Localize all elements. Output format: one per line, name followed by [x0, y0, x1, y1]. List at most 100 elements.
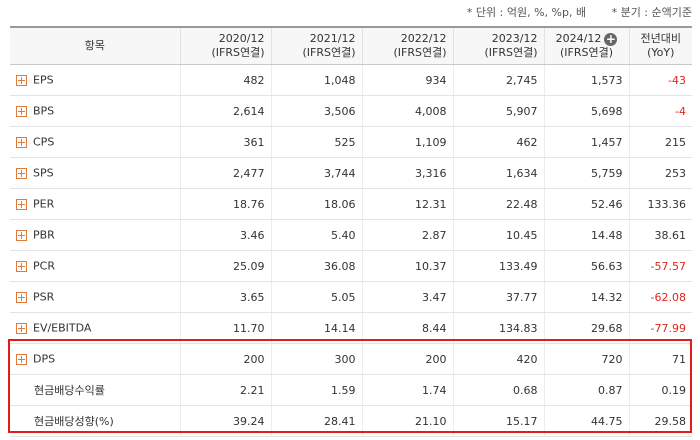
yoy-cell: 38.61 — [628, 219, 692, 251]
value-cell: 18.76 — [179, 188, 271, 220]
value-cell: 1,573 — [543, 64, 629, 96]
table-row: PCR 25.09 36.08 10.37 133.49 56.63 -57.57 — [10, 250, 692, 282]
value-cell: 44.75 — [543, 405, 629, 437]
row-label[interactable]: EV/EBITDA — [33, 321, 92, 335]
row-label[interactable]: CPS — [33, 135, 55, 149]
yoy-cell: -77.99 — [628, 312, 692, 344]
row-label[interactable]: SPS — [33, 166, 54, 180]
row-label[interactable]: BPS — [33, 104, 55, 118]
row-label[interactable]: PCR — [33, 259, 55, 273]
value-cell: 52.46 — [543, 188, 629, 220]
period-note: * 분기 : 순액기준 — [611, 6, 692, 19]
value-cell: 133.49 — [452, 250, 544, 282]
sub-row-label: 현금배당성향(%) — [10, 405, 180, 437]
row-label-cell: EV/EBITDA — [10, 312, 180, 344]
value-cell: 2.87 — [361, 219, 453, 251]
expand-plus-icon[interactable] — [16, 74, 27, 86]
expand-plus-icon[interactable] — [16, 136, 27, 148]
expand-plus-icon[interactable] — [16, 353, 27, 365]
row-label[interactable]: PBR — [33, 228, 55, 242]
value-cell: 361 — [179, 126, 271, 158]
value-cell: 12.31 — [361, 188, 453, 220]
row-label[interactable]: EPS — [33, 73, 54, 87]
yoy-cell: 71 — [628, 343, 692, 375]
expand-plus-icon[interactable] — [16, 322, 27, 334]
table-row: EPS 482 1,048 934 2,745 1,573 -43 — [10, 64, 692, 96]
expand-plus-icon[interactable] — [16, 167, 27, 179]
value-cell: 56.63 — [543, 250, 629, 282]
row-label[interactable]: PSR — [33, 290, 55, 304]
value-cell: 5,759 — [543, 157, 629, 189]
row-label-cell: EPS — [10, 64, 180, 96]
header-col-2020: 2020/12 (IFRS연결) — [179, 26, 271, 65]
value-cell: 462 — [452, 126, 544, 158]
table-row: SPS 2,477 3,744 3,316 1,634 5,759 253 — [10, 157, 692, 189]
row-label-cell: PER — [10, 188, 180, 220]
value-cell: 2,614 — [179, 95, 271, 127]
value-cell: 300 — [270, 343, 362, 375]
row-label-cell: PCR — [10, 250, 180, 282]
value-cell: 3,744 — [270, 157, 362, 189]
table-header-row: 항목 2020/12 (IFRS연결) 2021/12 (IFRS연결) 2022/… — [10, 26, 692, 65]
row-label[interactable]: PER — [33, 197, 55, 211]
table-row: PSR 3.65 5.05 3.47 37.77 14.32 -62.08 — [10, 281, 692, 313]
yoy-cell: -62.08 — [628, 281, 692, 313]
table-row: EV/EBITDA 11.70 14.14 8.44 134.83 29.68 -77.99 — [10, 312, 692, 344]
value-cell: 14.32 — [543, 281, 629, 313]
expand-plus-icon[interactable] — [16, 198, 27, 210]
table-row: PER 18.76 18.06 12.31 22.48 52.46 133.36 — [10, 188, 692, 220]
yoy-cell: -43 — [628, 64, 692, 96]
value-cell: 934 — [361, 64, 453, 96]
value-cell: 5.40 — [270, 219, 362, 251]
row-label-cell: PBR — [10, 219, 180, 251]
value-cell: 18.06 — [270, 188, 362, 220]
unit-note: * 단위 : 억원, %, %p, 배 — [466, 6, 587, 19]
add-column-icon[interactable]: + — [604, 31, 618, 46]
table-row: PBR 3.46 5.40 2.87 10.45 14.48 38.61 — [10, 219, 692, 251]
table-sub-row: 현금배당성향(%) 39.24 28.41 21.10 15.17 44.75 29.58 — [10, 405, 692, 437]
table-row: CPS 361 525 1,109 462 1,457 215 — [10, 126, 692, 158]
row-label-cell: PSR — [10, 281, 180, 313]
header-col-yoy: 전년대비 (YoY) — [628, 26, 692, 65]
yoy-cell: -4 — [628, 95, 692, 127]
value-cell: 482 — [179, 64, 271, 96]
header-item: 항목 — [10, 26, 180, 65]
value-cell: 11.70 — [179, 312, 271, 344]
value-cell: 200 — [361, 343, 453, 375]
header-col-2022: 2022/12 (IFRS연결) — [361, 26, 453, 65]
financial-ratio-table: 항목 2020/12 (IFRS연결) 2021/12 (IFRS연결) 2022/… — [10, 26, 692, 437]
value-cell: 5.05 — [270, 281, 362, 313]
table-row: DPS 200 300 200 420 720 71 — [10, 343, 692, 375]
expand-plus-icon[interactable] — [16, 229, 27, 241]
value-cell: 2.21 — [179, 374, 271, 406]
value-cell: 525 — [270, 126, 362, 158]
row-label-cell: DPS — [10, 343, 180, 375]
value-cell: 1,457 — [543, 126, 629, 158]
row-label[interactable]: DPS — [33, 352, 56, 366]
yoy-cell: 0.19 — [628, 374, 692, 406]
expand-plus-icon[interactable] — [16, 105, 27, 117]
yoy-cell: 215 — [628, 126, 692, 158]
expand-plus-icon[interactable] — [16, 260, 27, 272]
value-cell: 37.77 — [452, 281, 544, 313]
value-cell: 5,907 — [452, 95, 544, 127]
yoy-cell: 253 — [628, 157, 692, 189]
value-cell: 14.14 — [270, 312, 362, 344]
table-notes: * 단위 : 억원, %, %p, 배 * 분기 : 순액기준 — [445, 4, 692, 20]
value-cell: 1.74 — [361, 374, 453, 406]
value-cell: 4,008 — [361, 95, 453, 127]
value-cell: 720 — [543, 343, 629, 375]
row-label-cell: CPS — [10, 126, 180, 158]
header-col-2024: 2024/12 + (IFRS연결) — [543, 26, 629, 65]
expand-plus-icon[interactable] — [16, 291, 27, 303]
value-cell: 3,316 — [361, 157, 453, 189]
value-cell: 420 — [452, 343, 544, 375]
value-cell: 200 — [179, 343, 271, 375]
value-cell: 29.68 — [543, 312, 629, 344]
value-cell: 25.09 — [179, 250, 271, 282]
value-cell: 3.46 — [179, 219, 271, 251]
value-cell: 3.65 — [179, 281, 271, 313]
value-cell: 22.48 — [452, 188, 544, 220]
sub-row-label: 현금배당수익률 — [10, 374, 180, 406]
table-sub-row: 현금배당수익률 2.21 1.59 1.74 0.68 0.87 0.19 — [10, 374, 692, 406]
